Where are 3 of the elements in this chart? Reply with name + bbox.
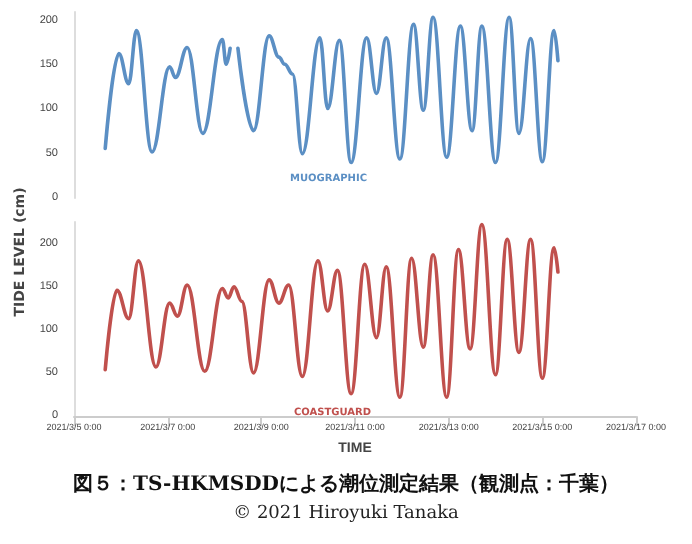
caption: 図５：TS-HKMSDDによる潮位測定結果（観測点：千葉） xyxy=(71,472,621,500)
line-series xyxy=(103,222,560,400)
text: © 2021 Hiroyuki Tanaka xyxy=(231,502,461,528)
